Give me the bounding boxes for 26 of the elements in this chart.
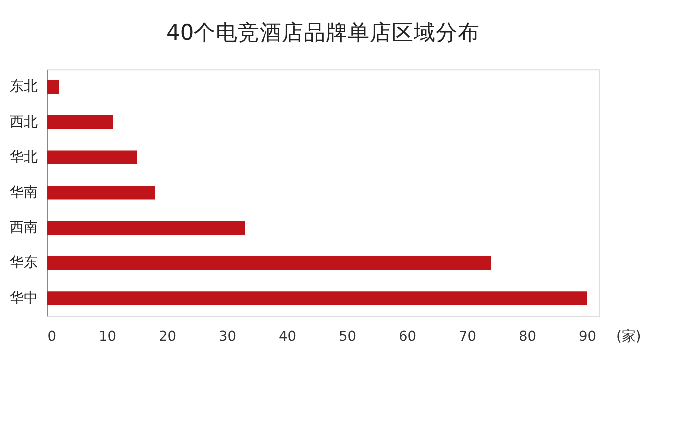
bar: [47, 292, 588, 306]
y-tick-label: 西南: [10, 220, 38, 236]
bar: [47, 221, 246, 235]
bar: [47, 116, 114, 130]
y-tick-label: 华东: [10, 255, 38, 272]
y-tick-label: 西北: [10, 114, 38, 130]
bar: [47, 186, 156, 200]
x-tick-label: 0: [48, 329, 57, 346]
x-tick-label: 30: [219, 329, 237, 346]
x-tick-label: 20: [159, 329, 177, 346]
y-tick-label: 华中: [10, 290, 38, 306]
x-tick-label: 60: [399, 329, 417, 346]
bar: [47, 80, 60, 94]
x-tick-label: 70: [459, 329, 477, 346]
x-tick-label: 10: [99, 329, 117, 346]
x-tick-label: 50: [339, 329, 357, 346]
x-tick-label: 80: [519, 329, 537, 346]
y-tick-label: 华南: [10, 184, 38, 201]
y-tick-label: 东北: [10, 79, 38, 96]
x-tick-label: 90: [579, 329, 597, 346]
x-axis-title: (家): [616, 329, 642, 346]
bar: [47, 256, 492, 270]
chart-title: 40个电竞酒店品牌单店区域分布: [166, 21, 480, 46]
y-tick-label: 华北: [10, 150, 38, 166]
x-tick-label: 40: [279, 329, 297, 346]
bar: [47, 150, 138, 165]
